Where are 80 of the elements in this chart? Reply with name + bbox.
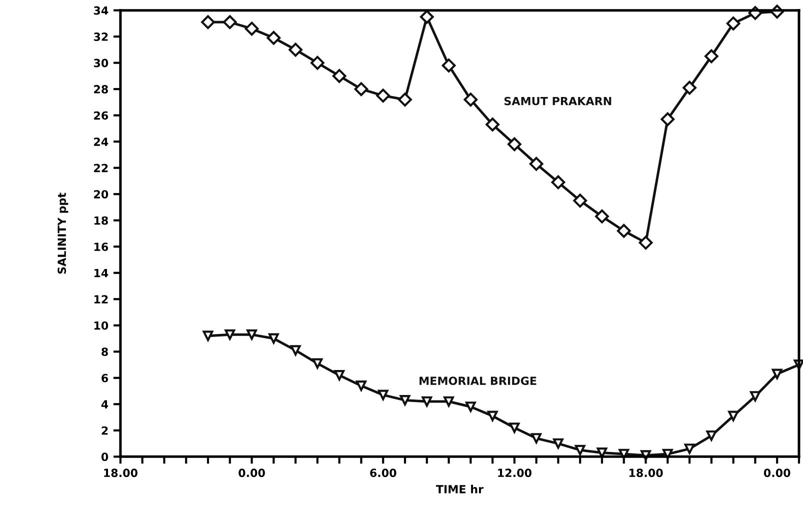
point bbox=[660, 112, 675, 126]
point bbox=[486, 118, 500, 132]
y-tick-label: 2 bbox=[102, 426, 108, 435]
point bbox=[682, 80, 696, 95]
point bbox=[508, 137, 522, 152]
series-label: MEMORIAL BRIDGE bbox=[420, 376, 536, 386]
point bbox=[531, 433, 542, 444]
y-tick-label: 18 bbox=[94, 216, 108, 225]
y-tick-label: 20 bbox=[94, 190, 108, 198]
point bbox=[398, 92, 412, 107]
point bbox=[706, 430, 717, 441]
y-tick-label: 24 bbox=[94, 138, 108, 146]
point bbox=[332, 69, 346, 83]
y-tick-label: 12 bbox=[94, 295, 108, 304]
y-tick-label: 16 bbox=[94, 242, 108, 251]
point bbox=[290, 345, 301, 356]
point bbox=[378, 390, 388, 400]
point bbox=[616, 224, 631, 238]
y-tick-label: 14 bbox=[94, 268, 108, 278]
point bbox=[662, 448, 673, 460]
point bbox=[376, 88, 390, 103]
point bbox=[638, 236, 653, 250]
y-tick-label: 0 bbox=[101, 452, 108, 462]
point bbox=[334, 370, 345, 380]
y-tick-label: 34 bbox=[94, 6, 108, 15]
x-tick-label: 18.00 bbox=[629, 468, 663, 478]
y-axis-title: SALINITY ppt bbox=[58, 192, 68, 274]
point bbox=[288, 42, 302, 57]
y-tick-label: 26 bbox=[94, 111, 108, 120]
point bbox=[444, 396, 454, 407]
point bbox=[596, 448, 608, 458]
point bbox=[529, 156, 544, 171]
y-tick-label: 28 bbox=[94, 85, 108, 94]
point bbox=[312, 358, 323, 369]
y-tick-label: 6 bbox=[102, 374, 108, 382]
point bbox=[618, 448, 630, 460]
y-tick-label: 32 bbox=[94, 32, 108, 41]
point bbox=[266, 30, 281, 45]
point bbox=[310, 56, 324, 70]
point bbox=[201, 15, 215, 30]
point bbox=[224, 329, 236, 340]
point bbox=[595, 209, 609, 224]
point bbox=[400, 395, 410, 406]
point bbox=[640, 450, 651, 461]
x-tick-label: 6.00 bbox=[370, 468, 396, 478]
point bbox=[750, 391, 760, 402]
point bbox=[422, 396, 432, 407]
point bbox=[551, 175, 566, 190]
point bbox=[354, 82, 368, 96]
point bbox=[726, 16, 740, 30]
point bbox=[244, 22, 259, 36]
point bbox=[728, 410, 739, 422]
point bbox=[420, 10, 434, 24]
point bbox=[465, 402, 476, 412]
y-tick-label: 8 bbox=[102, 348, 108, 356]
x-tick-label: 0.00 bbox=[238, 468, 265, 478]
point bbox=[573, 194, 588, 208]
y-tick-label: 10 bbox=[94, 321, 108, 330]
x-tick-label: 0.00 bbox=[764, 468, 790, 478]
point bbox=[772, 368, 782, 380]
y-tick-label: 4 bbox=[101, 400, 108, 408]
point bbox=[442, 58, 456, 72]
point bbox=[246, 329, 257, 340]
point bbox=[222, 15, 237, 30]
y-tick-label: 30 bbox=[94, 58, 108, 68]
point bbox=[356, 380, 366, 391]
point bbox=[464, 92, 478, 107]
point bbox=[684, 444, 695, 454]
point bbox=[574, 444, 586, 456]
point bbox=[509, 422, 520, 433]
x-axis-title: TIME hr bbox=[436, 484, 484, 494]
series-label: SAMUT PRAKARN bbox=[504, 96, 612, 106]
point bbox=[704, 49, 718, 64]
point bbox=[202, 330, 214, 342]
x-tick-label: 18.00 bbox=[104, 468, 138, 478]
point bbox=[268, 333, 279, 344]
point bbox=[553, 438, 564, 449]
x-tick-label: 12.00 bbox=[498, 468, 532, 478]
point bbox=[487, 410, 498, 422]
y-tick-label: 22 bbox=[94, 164, 108, 172]
